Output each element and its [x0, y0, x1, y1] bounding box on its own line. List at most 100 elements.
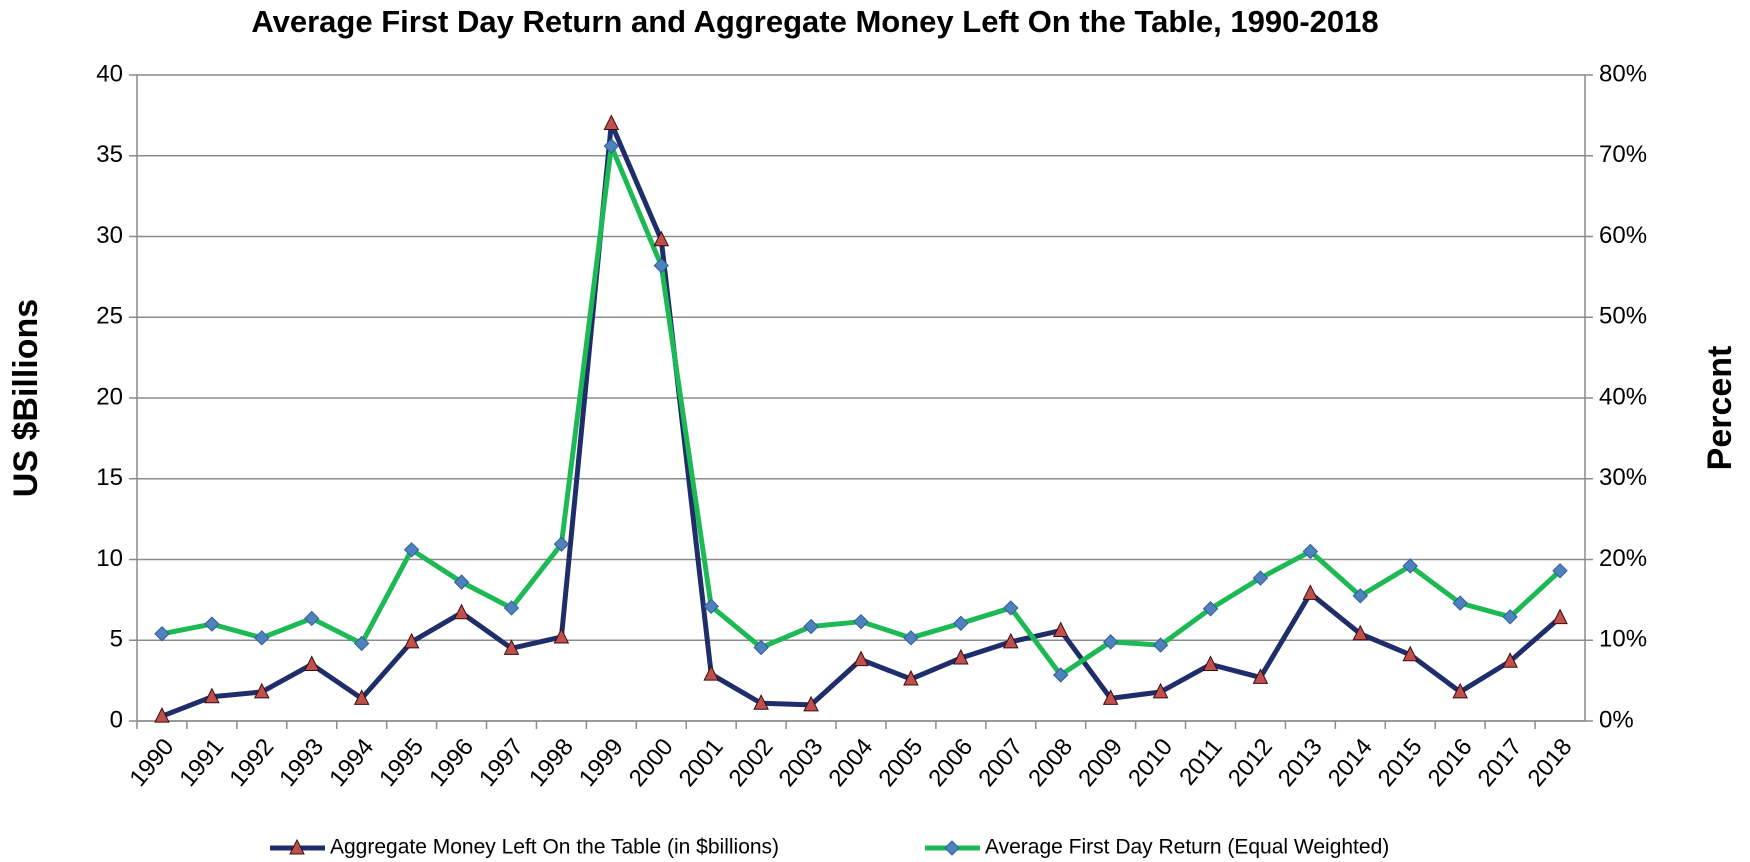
x-tick-label: 1994 [324, 734, 379, 792]
data-point [453, 603, 470, 620]
x-tick-label: 1998 [524, 734, 579, 792]
data-point [403, 542, 420, 558]
x-tick-label: 1995 [374, 734, 429, 792]
data-point [1352, 624, 1369, 641]
y-tick-label: 40 [96, 60, 123, 87]
data-point [1252, 668, 1269, 684]
x-tick-label: 2012 [1223, 734, 1278, 792]
data-point [154, 707, 170, 723]
data-point [1452, 682, 1468, 699]
data-point [1102, 689, 1119, 705]
data-point [453, 574, 470, 590]
legend-label: Average First Day Return (Equal Weighted… [985, 836, 1389, 859]
chart-title: Average First Day Return and Aggregate M… [251, 4, 1378, 39]
data-point [1302, 543, 1319, 560]
y-axis-title: US $Billions [7, 299, 45, 497]
x-tick-label: 1999 [574, 734, 629, 792]
data-point [953, 615, 969, 631]
data-point [1003, 600, 1019, 616]
x-tick-label: 2014 [1323, 734, 1378, 792]
data-point [1202, 601, 1219, 617]
data-point [803, 695, 819, 712]
data-point [1202, 655, 1219, 671]
y2-tick-label: 10% [1599, 626, 1647, 653]
data-point [1152, 682, 1169, 699]
y2-tick-label: 70% [1599, 141, 1647, 168]
x-tick-label: 2000 [624, 734, 679, 792]
data-point [254, 630, 270, 646]
data-point [1302, 584, 1319, 600]
x-tick-label: 2015 [1373, 734, 1428, 792]
data-point [853, 650, 869, 667]
data-point [1502, 652, 1518, 668]
x-tick-label: 2001 [674, 734, 729, 792]
x-tick-label: 1990 [124, 734, 179, 792]
data-point [1552, 563, 1568, 579]
x-tick-label: 2004 [823, 734, 878, 792]
data-point [653, 230, 670, 247]
data-point [803, 618, 819, 635]
data-point [1452, 595, 1468, 611]
y2-axis-title: Percent [1701, 346, 1739, 471]
y-tick-label: 10 [96, 545, 123, 572]
y-tick-label: 30 [96, 222, 123, 249]
data-point [1053, 667, 1069, 683]
data-point [953, 648, 969, 665]
data-point [1002, 632, 1019, 649]
data-point [1052, 621, 1069, 638]
y2-tick-label: 30% [1599, 464, 1647, 491]
y-tick-label: 35 [96, 141, 123, 168]
data-point [903, 630, 919, 646]
y2-tick-label: 0% [1599, 706, 1634, 733]
data-point [853, 613, 869, 630]
data-point [1352, 588, 1369, 604]
y-tick-label: 5 [110, 626, 123, 653]
data-point [1502, 609, 1518, 625]
data-point [1252, 570, 1269, 586]
data-point [403, 632, 420, 649]
x-tick-label: 1991 [174, 734, 229, 792]
x-tick-label: 2017 [1473, 734, 1528, 792]
data-point [753, 694, 769, 710]
x-tick-label: 2002 [724, 734, 779, 792]
data-point [254, 682, 270, 699]
data-point [353, 689, 370, 705]
data-point [304, 610, 320, 627]
x-tick-label: 2010 [1123, 734, 1178, 792]
data-point [1402, 558, 1418, 574]
x-tick-label: 2003 [774, 734, 829, 792]
x-tick-label: 2005 [873, 734, 928, 792]
y-tick-label: 0 [110, 706, 123, 733]
data-point [353, 635, 370, 652]
legend-marker [289, 838, 305, 855]
x-tick-label: 1992 [224, 734, 279, 792]
legend-label: Aggregate Money Left On the Table (in $b… [330, 836, 779, 859]
data-point [204, 616, 220, 632]
x-tick-label: 2008 [1023, 734, 1078, 792]
data-point [703, 665, 720, 681]
y2-tick-label: 80% [1599, 60, 1647, 87]
x-tick-label: 1996 [424, 734, 479, 792]
x-tick-label: 2018 [1522, 734, 1577, 792]
data-point [703, 598, 719, 615]
data-point [503, 639, 520, 655]
x-tick-label: 2009 [1073, 734, 1128, 792]
data-point [154, 626, 170, 642]
data-point [204, 687, 220, 704]
data-point [1402, 645, 1419, 662]
x-tick-label: 1993 [274, 734, 329, 792]
x-tick-label: 2013 [1273, 734, 1328, 792]
x-tick-label: 2016 [1423, 734, 1478, 792]
data-point [553, 627, 570, 644]
y-tick-label: 25 [96, 303, 123, 330]
y-tick-label: 15 [96, 464, 123, 491]
data-point [1552, 608, 1568, 625]
y-tick-label: 20 [96, 383, 123, 410]
data-point [553, 536, 570, 552]
y2-tick-label: 50% [1599, 303, 1647, 330]
x-tick-label: 2006 [923, 734, 978, 792]
data-point [603, 114, 620, 130]
data-point [1152, 637, 1169, 653]
data-point [653, 257, 669, 274]
